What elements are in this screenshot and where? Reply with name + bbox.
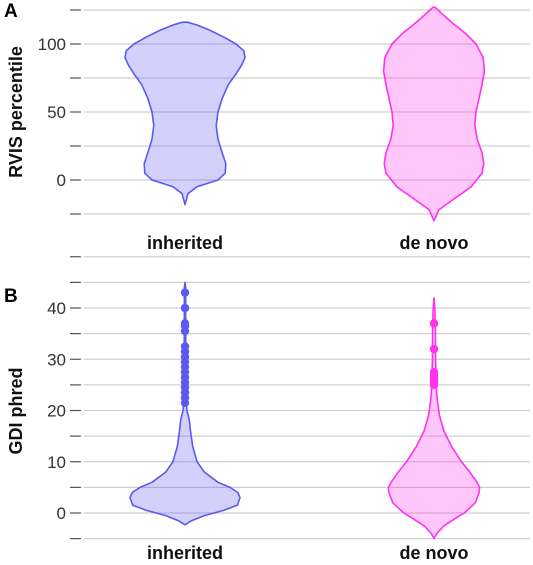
y-tick-label: 10 [47, 453, 66, 472]
panel-label-a: A [4, 1, 18, 22]
violin-inherited-a [124, 21, 246, 206]
x-category-label: inherited [147, 543, 223, 563]
y-tick-label: 20 [47, 402, 66, 421]
y-axis-label-b: GDI phred [6, 367, 26, 454]
outlier-point [180, 288, 190, 297]
y-tick-label: 0 [57, 171, 66, 190]
y-tick-label: 0 [57, 504, 66, 523]
outlier-point [429, 367, 439, 377]
panel-label-b: B [4, 286, 18, 307]
y-tick-label: 40 [47, 299, 66, 318]
violin-de-novo-a [382, 6, 486, 222]
y-tick-label: 50 [47, 103, 66, 122]
outlier-point [429, 344, 439, 354]
violin-de-novo-b [387, 297, 481, 540]
y-axis-label-a: RVIS percentile [6, 46, 26, 178]
outlier-point [180, 319, 190, 328]
outlier-point [429, 319, 439, 328]
outlier-point [180, 342, 190, 351]
x-category-label: inherited [147, 233, 223, 253]
x-category-label: de novo [399, 543, 468, 563]
panel-a: A RVIS percentile 0 50 100 inherited de novo [4, 1, 530, 253]
y-tick-label: 30 [47, 350, 66, 369]
x-category-label: de novo [399, 233, 468, 253]
panel-b: B GDI phred 0 10 20 30 40 inherited de novo [4, 256, 530, 563]
outlier-point [180, 303, 190, 313]
y-tick-label: 100 [38, 35, 66, 54]
